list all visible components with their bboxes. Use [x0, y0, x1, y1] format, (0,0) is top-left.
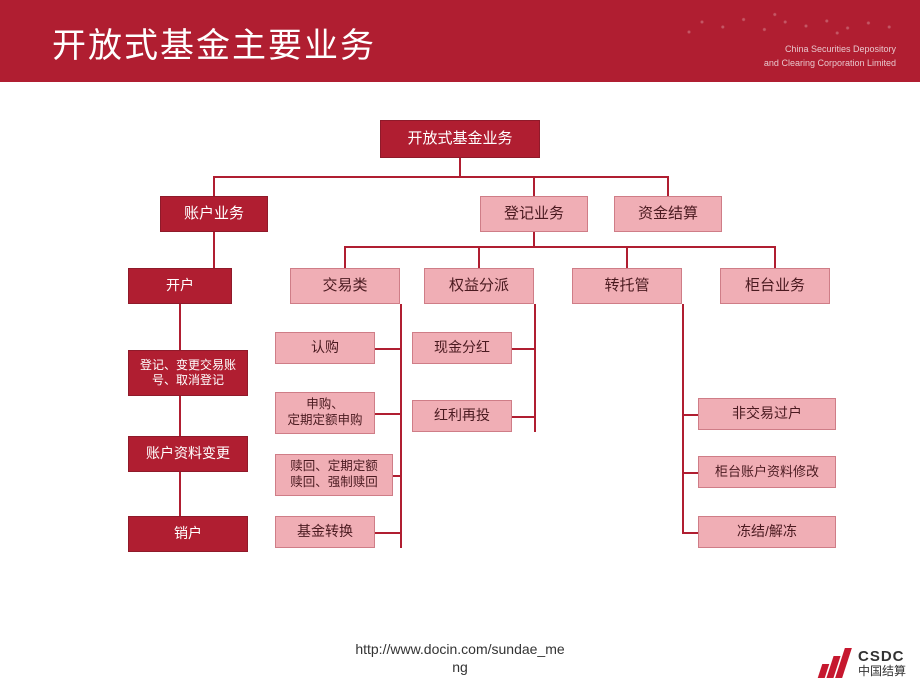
connector-line	[478, 246, 480, 268]
node-c2: 柜台账户资料修改	[698, 456, 836, 488]
connector-line	[179, 304, 181, 534]
connector-line	[682, 472, 698, 474]
node-d2: 红利再投	[412, 400, 512, 432]
header-subtitle-1: China Securities Depository	[785, 44, 896, 54]
node-t4: 基金转换	[275, 516, 375, 548]
connector-line	[400, 304, 402, 548]
footer-url-line1: http://www.docin.com/sundae_me	[355, 641, 564, 657]
node-c3: 冻结/解冻	[698, 516, 836, 548]
connector-line	[682, 532, 698, 534]
connector-line	[393, 475, 400, 477]
connector-line	[213, 176, 215, 196]
connector-line	[375, 532, 400, 534]
node-acct: 账户业务	[160, 196, 268, 232]
logo-text-en: CSDC	[858, 649, 906, 665]
node-root: 开放式基金业务	[380, 120, 540, 158]
connector-line	[626, 246, 628, 268]
node-trade: 交易类	[290, 268, 400, 304]
slide-title: 开放式基金主要业务	[52, 18, 376, 67]
node-open: 开户	[128, 268, 232, 304]
node-t2: 申购、 定期定额申购	[275, 392, 375, 434]
connector-line	[375, 348, 400, 350]
node-counter: 柜台业务	[720, 268, 830, 304]
connector-line	[512, 348, 534, 350]
connector-line	[682, 414, 698, 416]
node-t1: 认购	[275, 332, 375, 364]
node-acct3: 账户资料变更	[128, 436, 248, 472]
footer-url: http://www.docin.com/sundae_me ng	[0, 640, 920, 676]
logo-text: CSDC 中国结算	[858, 649, 906, 677]
csdc-logo: CSDC 中国结算	[818, 648, 906, 678]
node-acct4: 销户	[128, 516, 248, 552]
connector-line	[533, 176, 535, 196]
header-subtitle-2: and Clearing Corporation Limited	[764, 58, 896, 68]
connector-line	[213, 176, 668, 178]
connector-line	[533, 232, 535, 246]
node-reg: 登记业务	[480, 196, 588, 232]
connector-line	[774, 246, 776, 268]
logo-mark-icon	[818, 648, 852, 678]
connector-line	[344, 246, 776, 248]
node-settle: 资金结算	[614, 196, 722, 232]
node-d1: 现金分红	[412, 332, 512, 364]
connector-line	[375, 413, 400, 415]
connector-line	[667, 176, 669, 196]
connector-line	[512, 416, 534, 418]
diagram-canvas: 开放式基金业务账户业务 登记业务资金结算开户 交易类权益分派 转托管 柜台业务登记、变更…	[0, 82, 920, 690]
slide-header: 开放式基金主要业务 China Securities Depository an…	[0, 0, 920, 82]
node-transfer: 转托管	[572, 268, 682, 304]
connector-line	[682, 304, 684, 532]
connector-line	[459, 158, 461, 176]
connector-line	[344, 246, 346, 268]
node-acct2: 登记、变更交易账号、取消登记	[128, 350, 248, 396]
footer-url-line2: ng	[452, 659, 468, 675]
node-dividend: 权益分派	[424, 268, 534, 304]
connector-line	[213, 232, 215, 268]
node-t3: 赎回、定期定额 赎回、强制赎回	[275, 454, 393, 496]
logo-text-cn: 中国结算	[858, 665, 906, 678]
connector-line	[534, 304, 536, 432]
node-c1: 非交易过户	[698, 398, 836, 430]
